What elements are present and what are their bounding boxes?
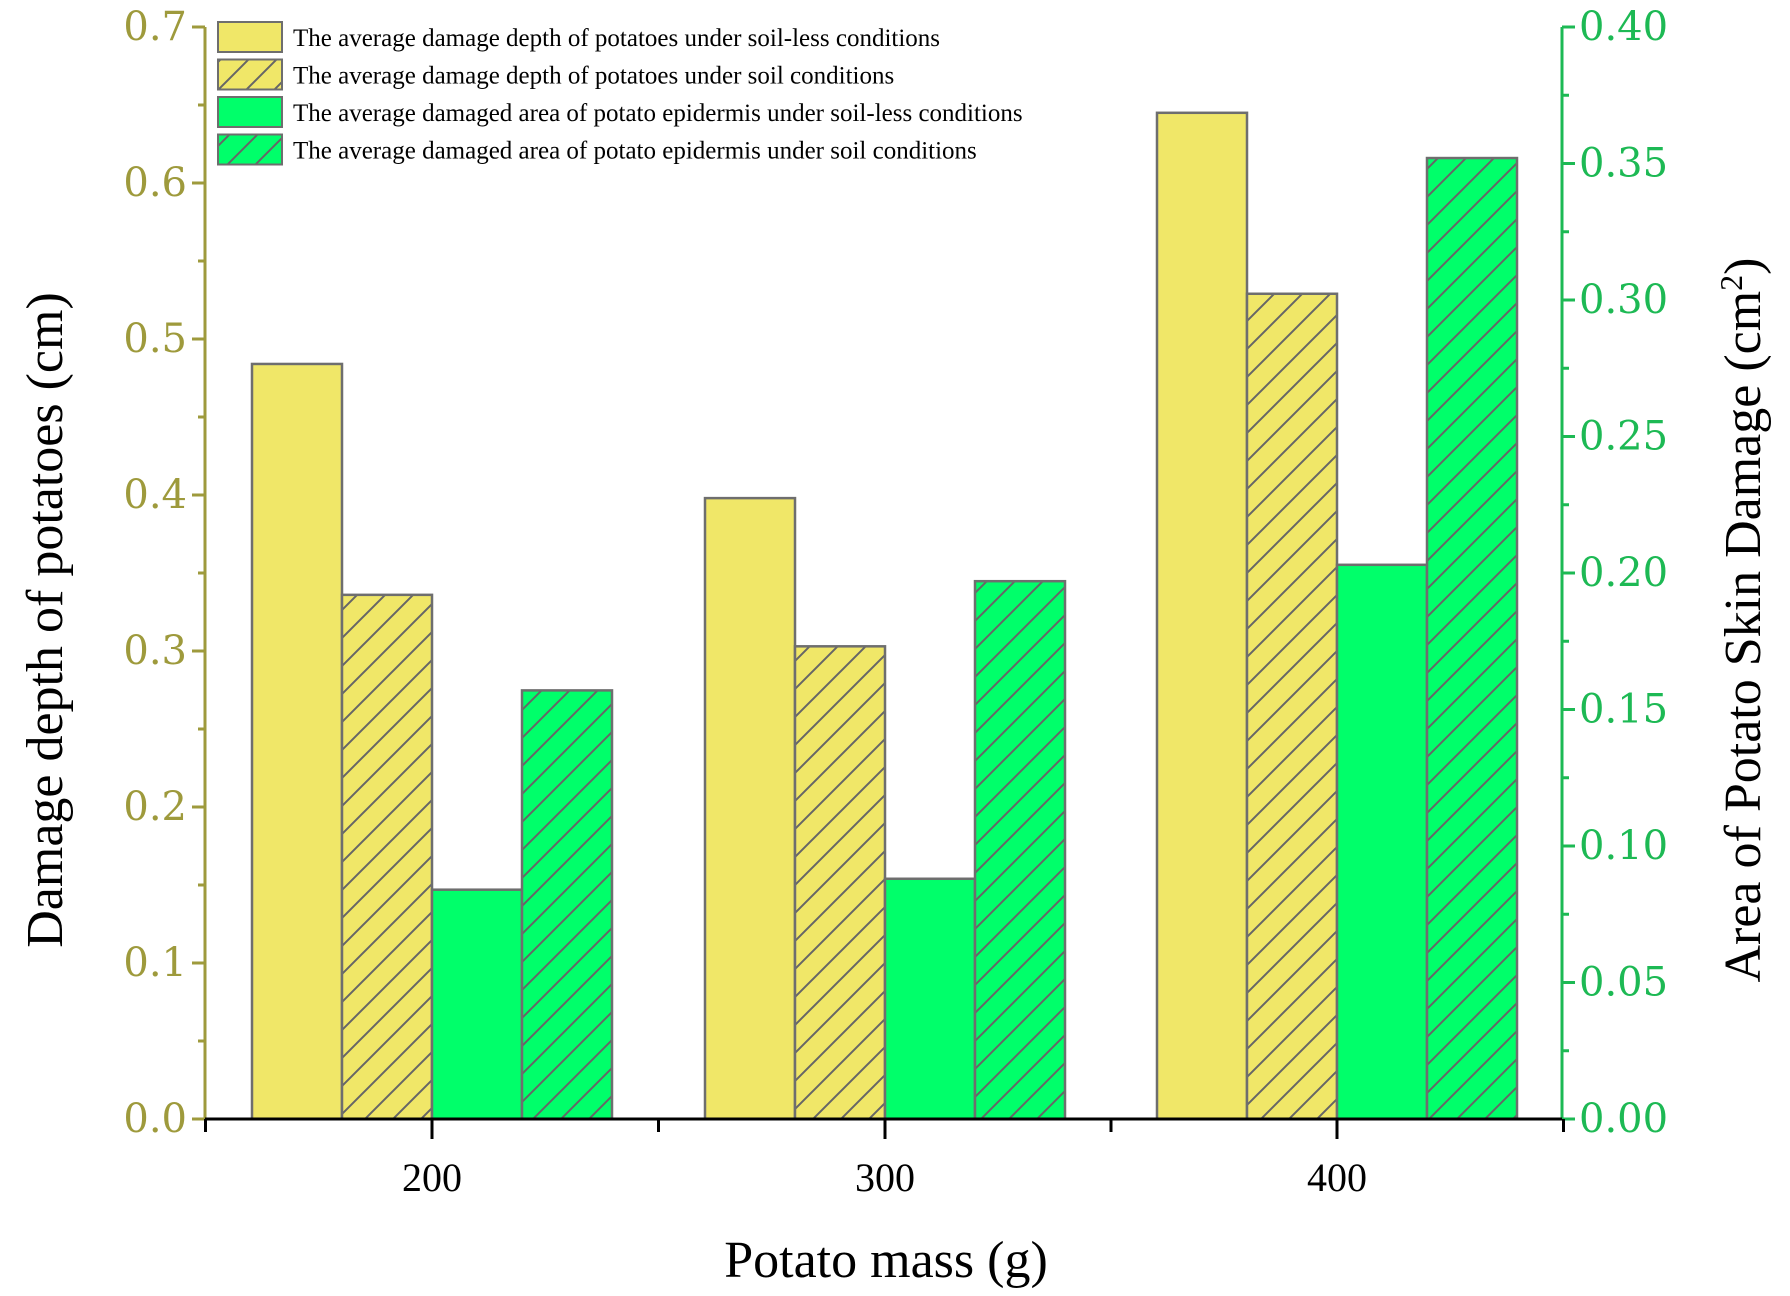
legend-swatch-4 <box>217 133 283 166</box>
legend: The average damage depth of potatoes und… <box>217 21 1023 166</box>
bars-group <box>250 111 1519 1121</box>
left-tick-label: 0.4 <box>123 472 187 518</box>
right-tick-label: 0.30 <box>1579 277 1668 323</box>
left-tick-label: 0.2 <box>123 784 187 830</box>
x-tick-label-400: 400 <box>1307 1155 1367 1200</box>
bar-series4-400 <box>1425 156 1519 1121</box>
right-tick-label: 0.10 <box>1579 823 1668 869</box>
legend-label-2: The average damage depth of potatoes und… <box>293 63 894 90</box>
legend-label-1: The average damage depth of potatoes und… <box>293 25 940 52</box>
bar-series1-300 <box>703 496 797 1121</box>
legend-swatch-3 <box>217 96 283 128</box>
left-tick-label: 0.5 <box>123 316 187 362</box>
bar-series3-400 <box>1335 563 1429 1121</box>
axes-group: 0.0 0.1 0.2 0.3 0.4 0.5 0.6 0.7 0.00 0.05 0.10 0.15… <box>123 4 1668 1200</box>
left-tick-label: 0.7 <box>123 4 187 50</box>
left-tick-label: 0.0 <box>123 1096 187 1142</box>
right-y-axis-title: Area of Potato Skin Damage (cm2) <box>1713 257 1772 982</box>
bar-series2-400 <box>1245 292 1339 1121</box>
bar-series1-200 <box>250 362 344 1121</box>
right-tick-label: 0.00 <box>1579 1096 1668 1142</box>
bar-series4-200 <box>520 689 614 1121</box>
left-tick-label: 0.3 <box>123 628 187 674</box>
left-tick-label: 0.1 <box>123 940 187 986</box>
x-axis-title: Potato mass (g) <box>724 1232 1048 1289</box>
bar-series2-300 <box>793 645 887 1121</box>
legend-label-4: The average damaged area of potato epide… <box>293 138 977 165</box>
right-tick-label: 0.20 <box>1579 550 1668 596</box>
right-tick-label: 0.40 <box>1579 4 1668 50</box>
bar-series2-200 <box>340 593 434 1121</box>
legend-swatch-2 <box>217 58 283 91</box>
x-tick-label-300: 300 <box>855 1155 915 1200</box>
right-tick-label: 0.25 <box>1579 414 1668 460</box>
left-tick-label: 0.6 <box>123 160 187 206</box>
legend-swatch-1 <box>217 21 283 53</box>
right-tick-label: 0.05 <box>1579 960 1668 1006</box>
legend-label-3: The average damaged area of potato epide… <box>293 100 1023 127</box>
right-tick-label: 0.35 <box>1579 141 1668 187</box>
x-tick-label-200: 200 <box>402 1155 462 1200</box>
bar-series3-200 <box>430 888 524 1121</box>
bar-series3-300 <box>883 877 977 1121</box>
left-y-axis-title: Damage depth of potatoes (cm) <box>17 292 74 948</box>
bar-series1-400 <box>1155 111 1249 1121</box>
right-tick-label: 0.15 <box>1579 687 1668 733</box>
bar-series4-300 <box>973 579 1067 1121</box>
